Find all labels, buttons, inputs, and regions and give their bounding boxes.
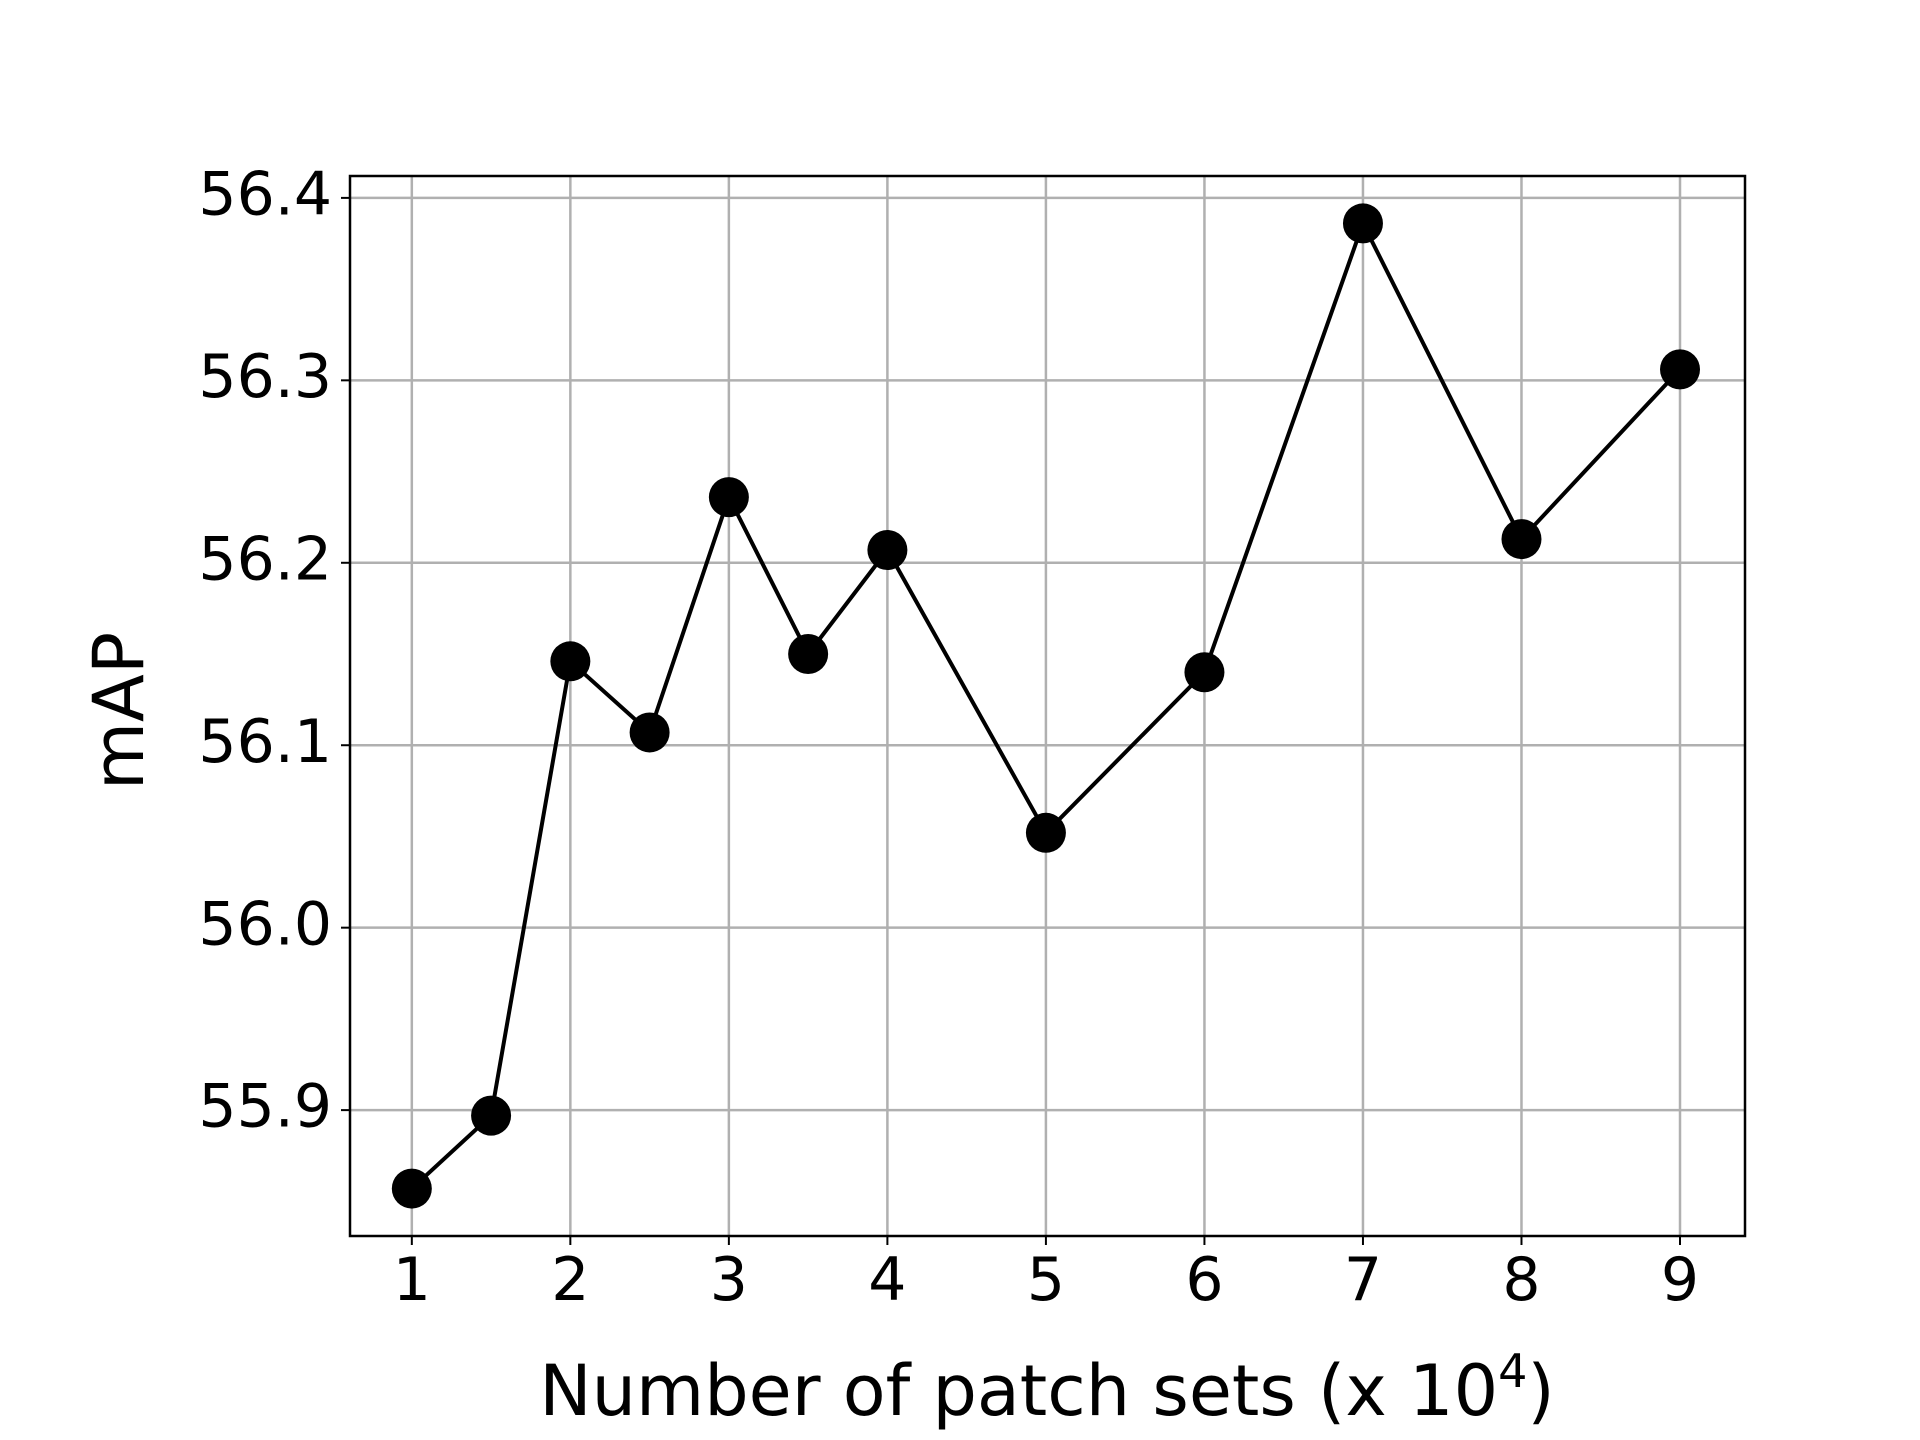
data-point — [471, 1095, 512, 1136]
data-point — [788, 634, 829, 675]
data-point — [629, 712, 670, 753]
x-tick-label: 1 — [393, 1245, 431, 1315]
y-tick-label: 56.1 — [198, 707, 332, 777]
x-axis-label: Number of patch sets (x 104) — [539, 1344, 1554, 1432]
data-point — [867, 530, 908, 571]
x-axis-label-exponent: 4 — [1498, 1344, 1527, 1398]
data-point — [708, 477, 749, 518]
data-point — [391, 1168, 432, 1209]
y-tick-label: 56.3 — [198, 342, 332, 412]
data-point — [1660, 349, 1701, 390]
data-point — [1025, 812, 1066, 853]
x-tick-label: 4 — [868, 1245, 906, 1315]
y-tick-label: 56.2 — [198, 524, 332, 594]
data-point — [1501, 519, 1542, 560]
y-tick-label: 56.0 — [198, 889, 332, 959]
data-point — [1184, 652, 1225, 693]
x-axis-label-main: Number of patch sets (x 10 — [539, 1350, 1498, 1432]
x-tick-label: 5 — [1027, 1245, 1065, 1315]
data-point — [1342, 203, 1383, 244]
x-tick-label: 3 — [710, 1245, 748, 1315]
y-tick-label: 55.9 — [198, 1072, 332, 1142]
y-tick-label: 56.4 — [198, 159, 332, 229]
data-line — [410, 221, 1682, 1191]
x-tick-label: 2 — [551, 1245, 589, 1315]
x-axis-label-end: ) — [1527, 1350, 1554, 1432]
x-tick-label: 6 — [1185, 1245, 1223, 1315]
y-axis-label: mAP — [78, 632, 160, 790]
data-point — [550, 641, 591, 682]
x-tick-label: 7 — [1344, 1245, 1382, 1315]
x-tick-label: 8 — [1502, 1245, 1540, 1315]
x-tick-label: 9 — [1661, 1245, 1699, 1315]
plot-frame — [348, 174, 1747, 1238]
